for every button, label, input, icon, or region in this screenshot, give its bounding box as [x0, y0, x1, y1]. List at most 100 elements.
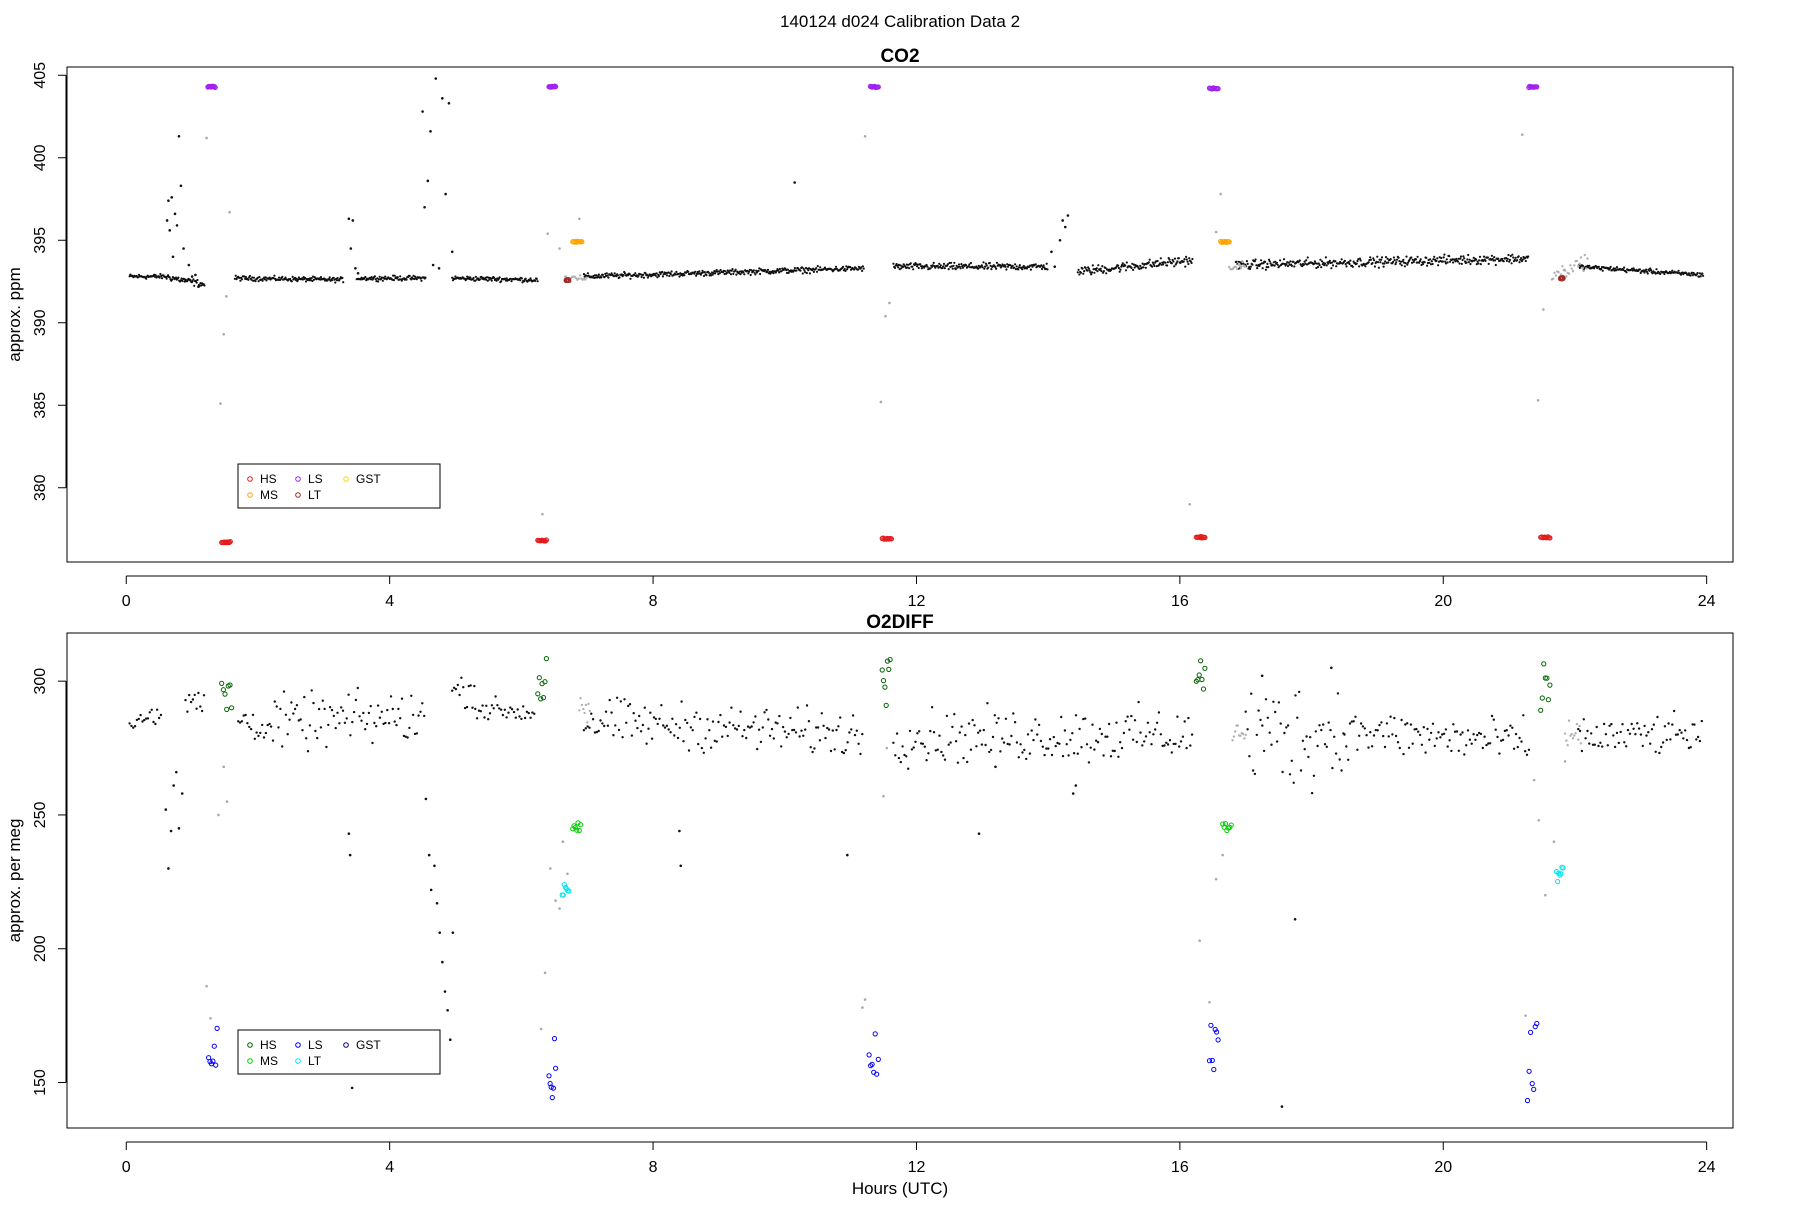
ambient-point: [350, 1086, 354, 1090]
ambient-point: [184, 278, 187, 282]
cal-point-ls: [1214, 1029, 1220, 1035]
ambient-point: [777, 269, 780, 272]
ambient-point: [844, 269, 847, 272]
ambient-point: [1459, 733, 1462, 736]
ambient-point: [1316, 744, 1319, 748]
ambient-point: [451, 276, 454, 279]
ambient-point: [642, 276, 646, 279]
transition-point: [1553, 271, 1556, 274]
ambient-point: [475, 717, 479, 720]
ambient-point: [686, 721, 689, 725]
ambient-point: [143, 718, 146, 722]
ambient-point: [1463, 753, 1466, 756]
ambient-point: [1063, 729, 1067, 732]
ambient-point: [1475, 258, 1478, 261]
ambient-point: [1155, 721, 1159, 724]
ambient-point: [729, 273, 733, 276]
ambient-point: [536, 280, 539, 283]
ambient-point: [801, 272, 804, 275]
ambient-point: [1615, 266, 1619, 269]
ambient-point: [451, 689, 454, 692]
ambient-point: [1338, 758, 1341, 761]
ambient-point: [724, 725, 728, 729]
ambient-point: [1275, 261, 1278, 264]
transition-point: [558, 907, 561, 910]
ambient-point: [943, 267, 946, 270]
ambient-point: [1433, 744, 1437, 748]
ambient-point: [1258, 264, 1261, 267]
cal-point-hs: [1544, 535, 1550, 541]
transition-point: [1536, 399, 1540, 402]
legend-marker-hs: [247, 476, 253, 482]
ambient-point: [437, 267, 441, 270]
ambient-point: [1314, 730, 1318, 733]
ambient-point: [323, 707, 326, 711]
ambient-point: [1080, 746, 1083, 749]
transition-point: [1569, 264, 1572, 267]
ambient-point: [698, 270, 701, 273]
ambient-point: [749, 273, 752, 277]
ambient-point: [1162, 263, 1165, 266]
ambient-point: [1665, 738, 1669, 742]
ambient-point: [1277, 701, 1281, 704]
ambient-point: [1034, 718, 1037, 721]
ambient-point: [421, 702, 424, 705]
ambient-point: [1387, 261, 1390, 264]
ambient-point: [761, 726, 764, 729]
cal-point-ms: [578, 822, 584, 828]
ambient-point: [400, 697, 404, 700]
ambient-point: [1358, 734, 1361, 737]
ambient-point: [1045, 747, 1048, 750]
ambient-point: [730, 269, 733, 272]
ambient-point: [702, 751, 705, 754]
ambient-point: [1385, 722, 1389, 725]
transition-point: [1243, 265, 1247, 268]
ambient-point: [303, 695, 306, 699]
ambient-point: [1647, 731, 1650, 734]
ambient-point: [1610, 722, 1613, 726]
cal-point-ls: [1215, 86, 1221, 92]
ambient-point: [1270, 743, 1273, 746]
ambient-point: [1031, 265, 1034, 268]
ambient-point: [1358, 265, 1361, 268]
transition-point: [209, 1016, 212, 1020]
ambient-point: [607, 276, 610, 279]
ambient-point: [240, 720, 244, 723]
ambient-point: [1039, 739, 1043, 743]
ambient-point: [771, 270, 774, 273]
ambient-point: [301, 729, 304, 732]
ambient-point: [638, 714, 641, 718]
ambient-point: [1159, 257, 1162, 260]
ambient-point: [1092, 268, 1095, 271]
ambient-point: [384, 721, 387, 725]
ambient-point: [656, 722, 659, 726]
ambient-point: [680, 700, 683, 703]
ambient-point: [448, 1038, 452, 1042]
transition-point: [1232, 735, 1236, 738]
ambient-point: [434, 77, 438, 80]
ambient-point: [1324, 256, 1327, 259]
ambient-point: [152, 720, 155, 724]
ambient-point: [1482, 255, 1486, 258]
ambient-point: [1680, 731, 1683, 734]
ambient-point: [487, 718, 490, 721]
ambient-point: [292, 712, 295, 715]
cal-point-lt: [1555, 879, 1561, 885]
ambient-point: [948, 261, 951, 265]
ambient-point: [291, 275, 294, 278]
transition-point: [219, 402, 222, 405]
ambient-point: [1320, 260, 1324, 263]
ambient-point: [1124, 720, 1127, 723]
transition-point: [882, 794, 885, 798]
ambient-point: [831, 729, 834, 732]
ambient-point: [507, 711, 510, 714]
ambient-point: [1606, 744, 1610, 747]
ambient-point: [687, 270, 690, 273]
ambient-point: [165, 219, 169, 222]
ambient-point: [1012, 712, 1015, 715]
ambient-point: [1113, 749, 1116, 753]
ambient-point: [702, 271, 705, 274]
transition-point: [1573, 264, 1576, 267]
ambient-point: [399, 717, 402, 720]
ambient-point: [1467, 261, 1470, 264]
